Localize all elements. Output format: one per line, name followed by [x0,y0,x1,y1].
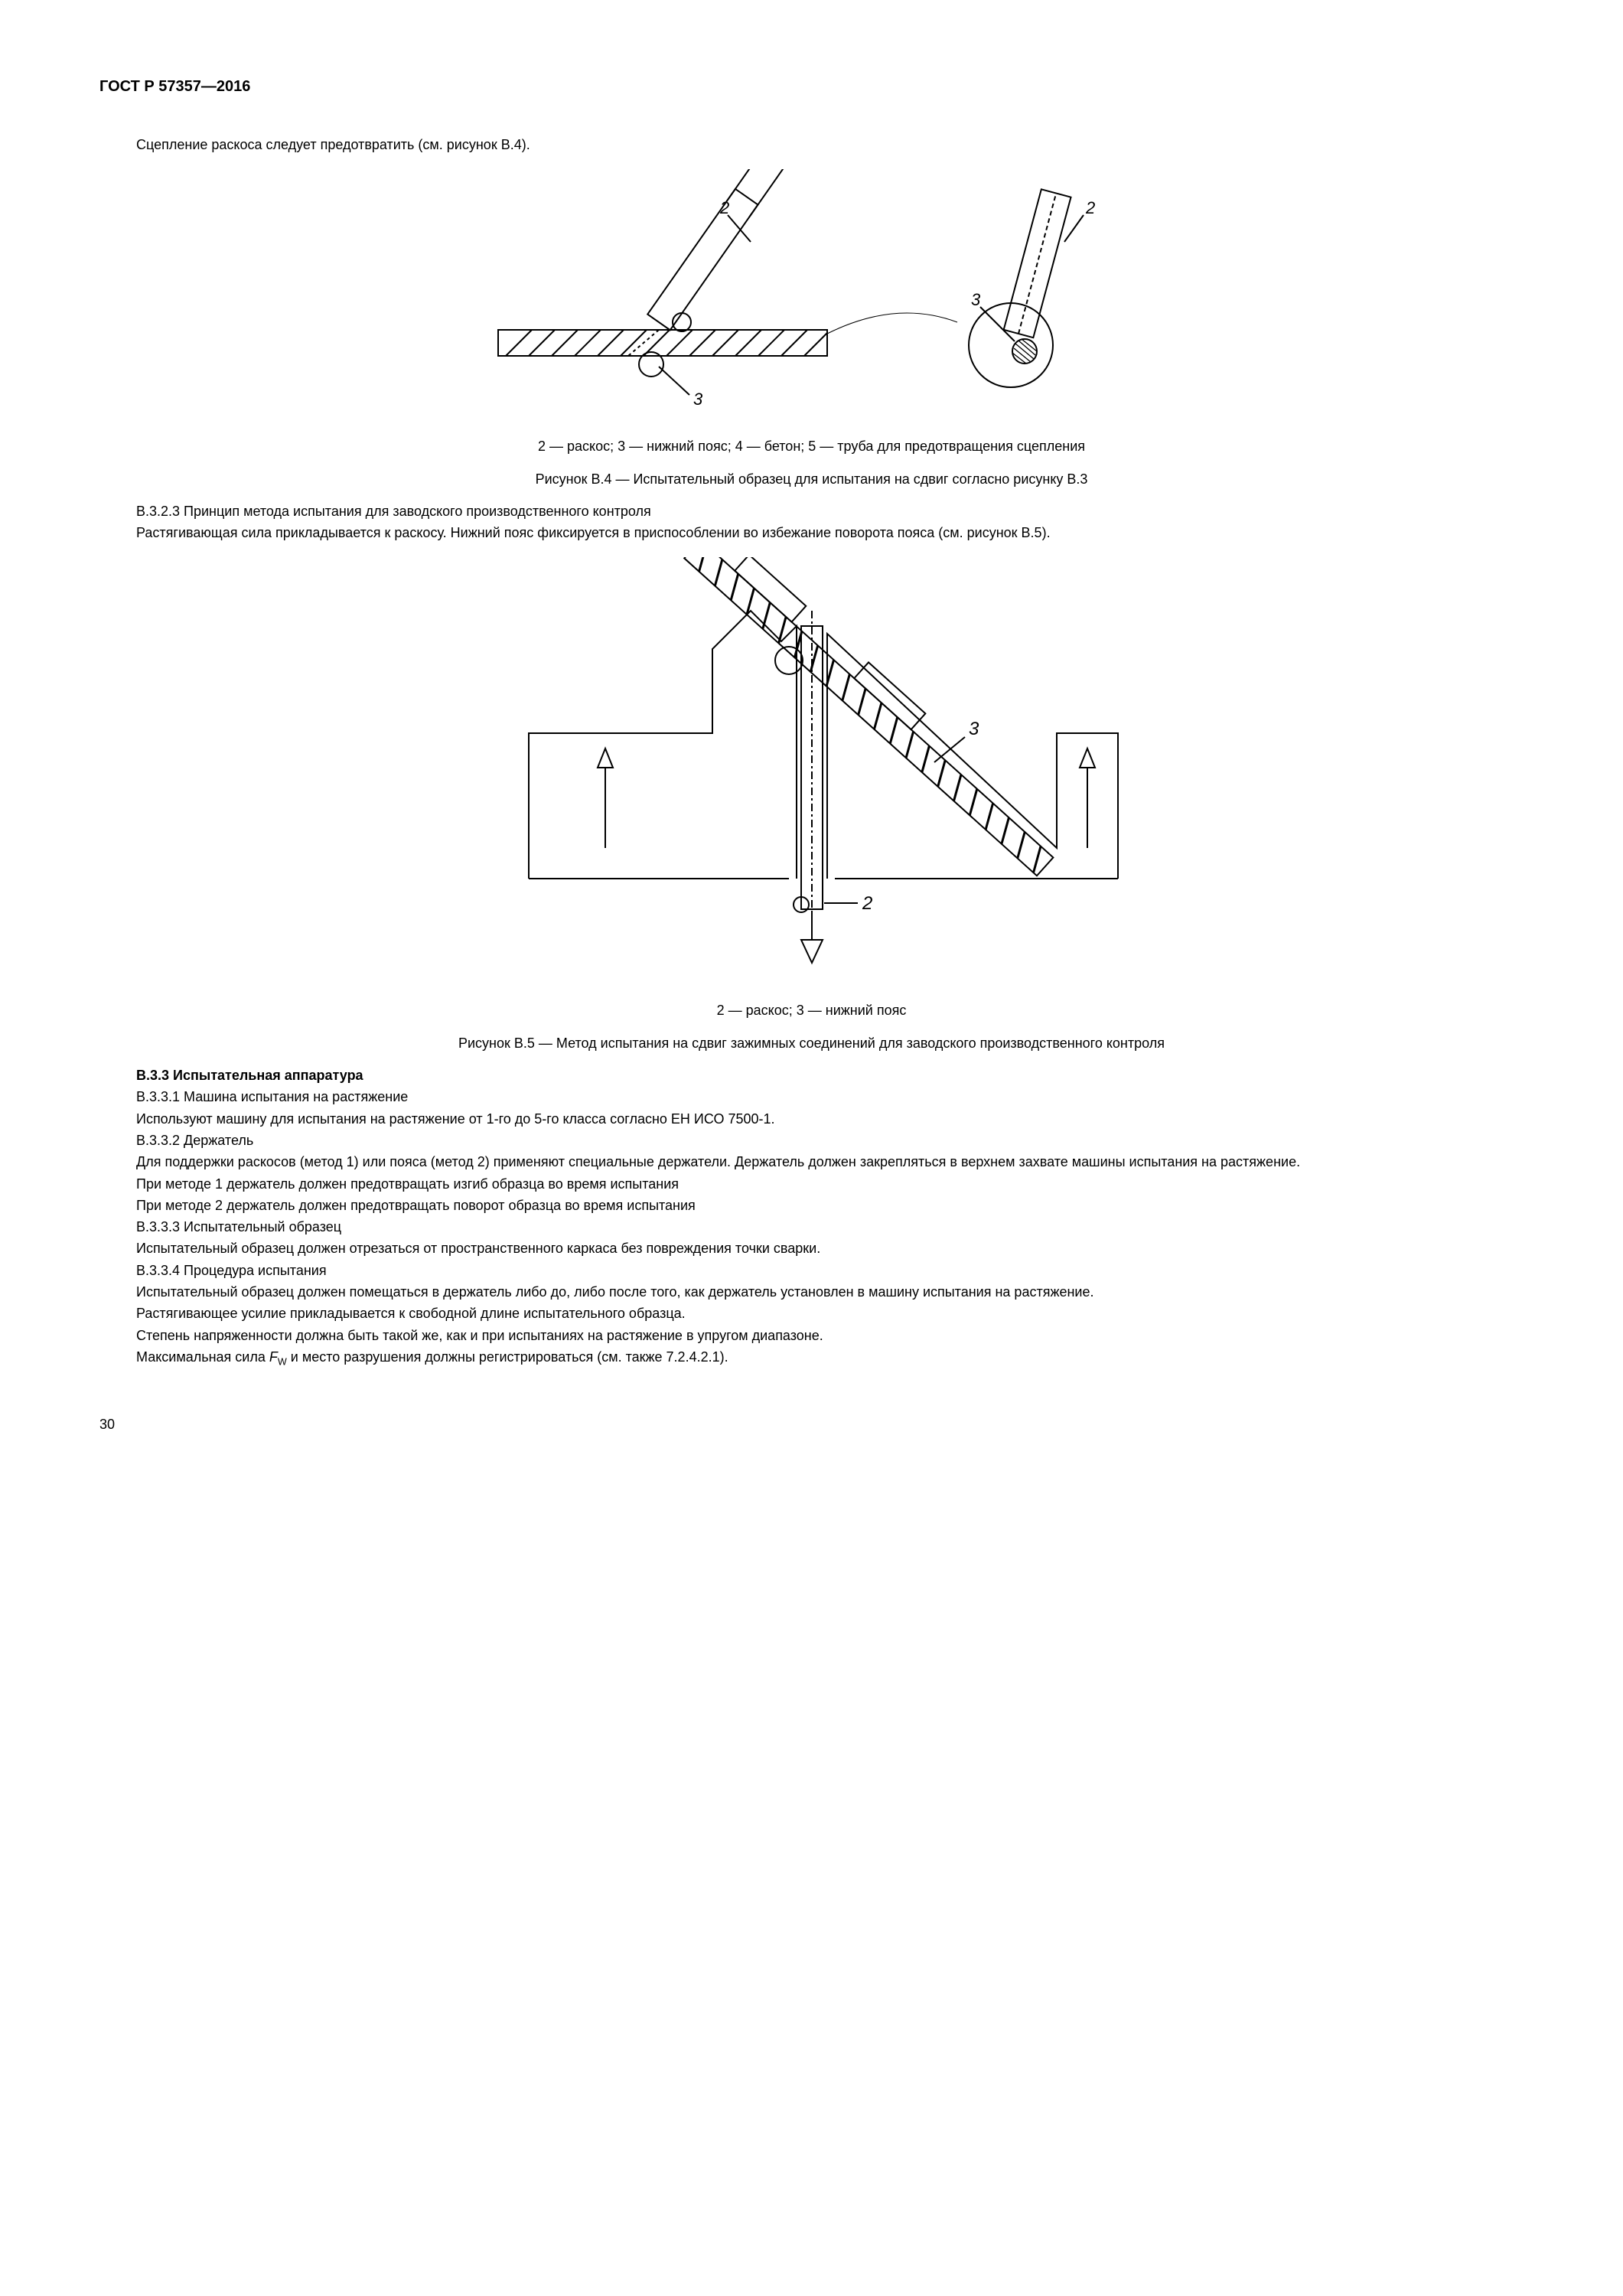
p16-var: F [269,1349,278,1365]
para-b323-body: Растягивающая сила прикладывается к раск… [99,523,1524,542]
fig-b5-caption: Рисунок В.5 — Метод испытания на сдвиг з… [99,1034,1524,1052]
para-b334-body1: Испытательный образец должен помещаться … [99,1283,1524,1301]
para-intro: Сцепление раскоса следует предотвратить … [99,135,1524,154]
p16-sub: W [278,1357,287,1368]
fig-b4-legend: 2 — раскос; 3 — нижний пояс; 4 — бетон; … [99,437,1524,455]
doc-header: ГОСТ Р 57357—2016 [99,77,1524,97]
fig-b5-label-3: 3 [969,719,979,739]
para-b332: В.3.3.2 Держатель [99,1131,1524,1150]
fig-b5-legend: 2 — раскос; 3 — нижний пояс [99,1001,1524,1019]
figure-b4: 2 3 2 [468,169,1156,422]
para-b331-body: Используют машину для испытания на растя… [99,1110,1524,1128]
para-b332-body3: При методе 2 держатель должен предотвращ… [99,1196,1524,1215]
para-b334-body3: Степень напряженности должна быть такой … [99,1326,1524,1345]
para-b332-body1: Для поддержки раскосов (метод 1) или поя… [99,1153,1524,1171]
para-b331: В.3.3.1 Машина испытания на растяжение [99,1088,1524,1106]
para-b332-body2: При методе 1 держатель должен предотвращ… [99,1175,1524,1193]
para-b334: В.3.3.4 Процедура испытания [99,1261,1524,1280]
page-number: 30 [99,1415,1524,1433]
para-b334-body2: Растягивающее усилие прикладывается к св… [99,1304,1524,1322]
fig-b4-label-3-right: 3 [971,290,981,309]
p16-pre: Максимальная сила [136,1349,269,1365]
figure-b5: 3 2 [429,557,1194,986]
fig-b4-label-2-left: 2 [719,198,729,217]
fig-b5-label-2: 2 [862,893,872,914]
sec-b33-title: В.3.3 Испытательная аппаратура [99,1066,1524,1084]
p16-post: и место разрушения должны регистрировать… [287,1349,728,1365]
fig-b4-label-3-left: 3 [693,390,703,409]
fig-b4-caption: Рисунок В.4 — Испытательный образец для … [99,470,1524,488]
fig-b4-label-2-right: 2 [1085,198,1095,217]
para-b334-body4: Максимальная сила FW и место разрушения … [99,1348,1524,1369]
para-b323-title: В.3.2.3 Принцип метода испытания для зав… [99,502,1524,520]
para-b333-body: Испытательный образец должен отрезаться … [99,1239,1524,1257]
para-b333: В.3.3.3 Испытательный образец [99,1218,1524,1236]
